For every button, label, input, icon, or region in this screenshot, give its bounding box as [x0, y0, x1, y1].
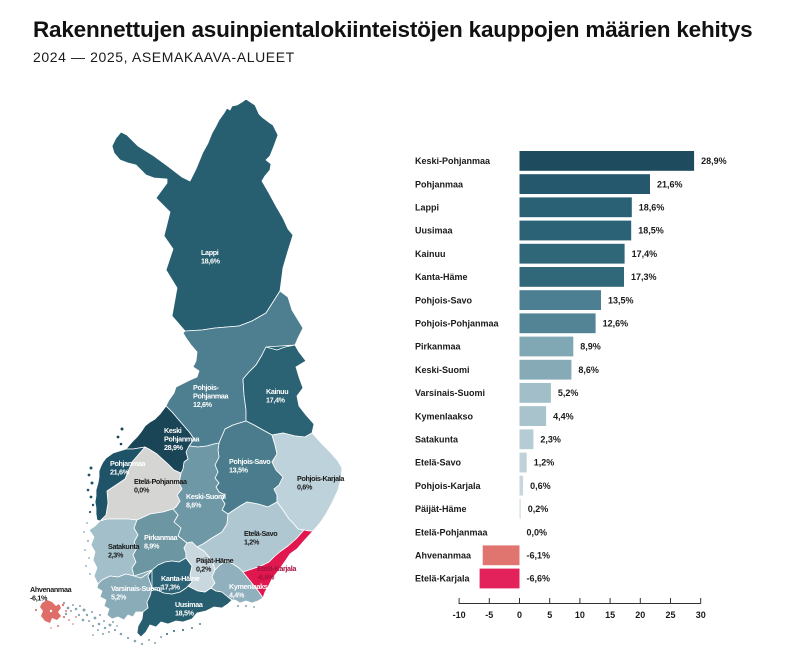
svg-text:8,9%: 8,9% — [144, 542, 160, 551]
svg-text:12,6%: 12,6% — [193, 400, 213, 409]
svg-text:30: 30 — [696, 610, 706, 620]
svg-text:Pohjanmaa: Pohjanmaa — [193, 392, 230, 401]
svg-text:Uusimaa: Uusimaa — [175, 600, 204, 609]
svg-text:18,6%: 18,6% — [639, 203, 665, 213]
svg-text:28,9%: 28,9% — [164, 443, 184, 452]
svg-text:2,3%: 2,3% — [108, 551, 124, 560]
svg-text:Kanta-Häme: Kanta-Häme — [161, 574, 200, 583]
svg-text:Etelä-Karjala: Etelä-Karjala — [415, 574, 471, 584]
svg-text:17,3%: 17,3% — [631, 272, 657, 282]
svg-text:Päijät-Häme: Päijät-Häme — [415, 504, 467, 514]
svg-text:Pirkanmaa: Pirkanmaa — [415, 342, 462, 352]
svg-text:8,6%: 8,6% — [578, 365, 599, 375]
svg-text:Satakunta: Satakunta — [415, 435, 459, 445]
svg-text:Pohjanmaa: Pohjanmaa — [164, 435, 201, 444]
svg-text:Kanta-Häme: Kanta-Häme — [415, 272, 468, 282]
svg-text:-6,6%: -6,6% — [257, 573, 275, 582]
svg-text:21,6%: 21,6% — [657, 179, 683, 189]
svg-text:10: 10 — [575, 610, 585, 620]
svg-text:Uusimaa: Uusimaa — [415, 226, 454, 236]
svg-text:Keski-Suomi: Keski-Suomi — [186, 492, 226, 501]
svg-text:0,2%: 0,2% — [196, 565, 212, 574]
svg-text:12,6%: 12,6% — [603, 319, 629, 329]
svg-text:Pohjois-Pohjanmaa: Pohjois-Pohjanmaa — [415, 319, 500, 329]
svg-text:Etelä-Pohjanmaa: Etelä-Pohjanmaa — [415, 527, 489, 537]
svg-text:Pohjois-Karjala: Pohjois-Karjala — [415, 481, 482, 491]
svg-text:Päijät-Häme: Päijät-Häme — [196, 556, 234, 565]
svg-text:Etelä-Savo: Etelä-Savo — [244, 529, 278, 538]
svg-text:17,4%: 17,4% — [266, 396, 286, 405]
svg-text:-5: -5 — [485, 610, 493, 620]
svg-text:21,6%: 21,6% — [110, 468, 130, 477]
svg-text:20: 20 — [635, 610, 645, 620]
svg-text:-10: -10 — [453, 610, 466, 620]
svg-text:Pohjois-Savo: Pohjois-Savo — [229, 457, 271, 466]
svg-text:-6,1%: -6,1% — [527, 551, 551, 561]
svg-text:18,6%: 18,6% — [201, 257, 221, 266]
svg-text:0,6%: 0,6% — [530, 481, 551, 491]
svg-text:15: 15 — [605, 610, 615, 620]
svg-text:Keski-Pohjanmaa: Keski-Pohjanmaa — [415, 156, 491, 166]
svg-text:-6,6%: -6,6% — [527, 574, 551, 584]
svg-text:4,4%: 4,4% — [229, 591, 245, 600]
svg-text:Ahvenanmaa: Ahvenanmaa — [30, 585, 73, 594]
svg-text:5,2%: 5,2% — [558, 388, 579, 398]
svg-text:Keski: Keski — [164, 426, 182, 435]
svg-text:17,3%: 17,3% — [161, 583, 181, 592]
svg-text:Kymenlaakso: Kymenlaakso — [415, 411, 474, 421]
svg-text:Pirkanmaa: Pirkanmaa — [144, 533, 179, 542]
svg-text:0,0%: 0,0% — [134, 486, 150, 495]
svg-text:-6,1%: -6,1% — [30, 594, 48, 603]
svg-text:28,9%: 28,9% — [701, 156, 727, 166]
svg-text:0,6%: 0,6% — [297, 483, 313, 492]
svg-text:13,5%: 13,5% — [608, 295, 634, 305]
svg-text:5,2%: 5,2% — [111, 593, 127, 602]
svg-text:5: 5 — [547, 610, 552, 620]
svg-text:Lappi: Lappi — [415, 203, 439, 213]
svg-text:4,4%: 4,4% — [553, 411, 574, 421]
svg-text:1,2%: 1,2% — [244, 538, 260, 547]
svg-text:13,5%: 13,5% — [229, 466, 249, 475]
svg-text:17,4%: 17,4% — [632, 249, 658, 259]
svg-text:0,0%: 0,0% — [527, 527, 548, 537]
svg-text:Pohjois-Karjala: Pohjois-Karjala — [297, 474, 345, 483]
svg-text:Keski-Suomi: Keski-Suomi — [415, 365, 470, 375]
svg-text:Kainuu: Kainuu — [415, 249, 446, 259]
svg-text:Pohjanmaa: Pohjanmaa — [110, 459, 147, 468]
svg-text:Etelä-Savo: Etelä-Savo — [415, 458, 462, 468]
svg-text:0: 0 — [517, 610, 522, 620]
svg-text:Etelä-Karjala: Etelä-Karjala — [257, 564, 297, 573]
svg-text:Varsinais-Suomi: Varsinais-Suomi — [111, 584, 162, 593]
svg-text:8,6%: 8,6% — [186, 501, 202, 510]
svg-text:8,9%: 8,9% — [580, 342, 601, 352]
svg-text:Ahvenanmaa: Ahvenanmaa — [415, 551, 472, 561]
svg-text:Pohjois-Savo: Pohjois-Savo — [415, 295, 473, 305]
svg-text:Pohjois-: Pohjois- — [193, 383, 220, 392]
svg-text:18,5%: 18,5% — [638, 226, 664, 236]
svg-text:1,2%: 1,2% — [534, 458, 555, 468]
svg-text:2,3%: 2,3% — [540, 435, 561, 445]
svg-text:Varsinais-Suomi: Varsinais-Suomi — [415, 388, 485, 398]
svg-text:Kainuu: Kainuu — [266, 387, 288, 396]
svg-text:0,2%: 0,2% — [528, 504, 549, 514]
svg-text:Satakunta: Satakunta — [108, 542, 141, 551]
svg-text:25: 25 — [665, 610, 675, 620]
svg-text:18,5%: 18,5% — [175, 609, 195, 618]
svg-text:Lappi: Lappi — [201, 248, 219, 257]
svg-text:Etelä-Pohjanmaa: Etelä-Pohjanmaa — [134, 477, 188, 486]
svg-text:Kymenlaakso: Kymenlaakso — [229, 582, 272, 591]
svg-text:Pohjanmaa: Pohjanmaa — [415, 179, 464, 189]
